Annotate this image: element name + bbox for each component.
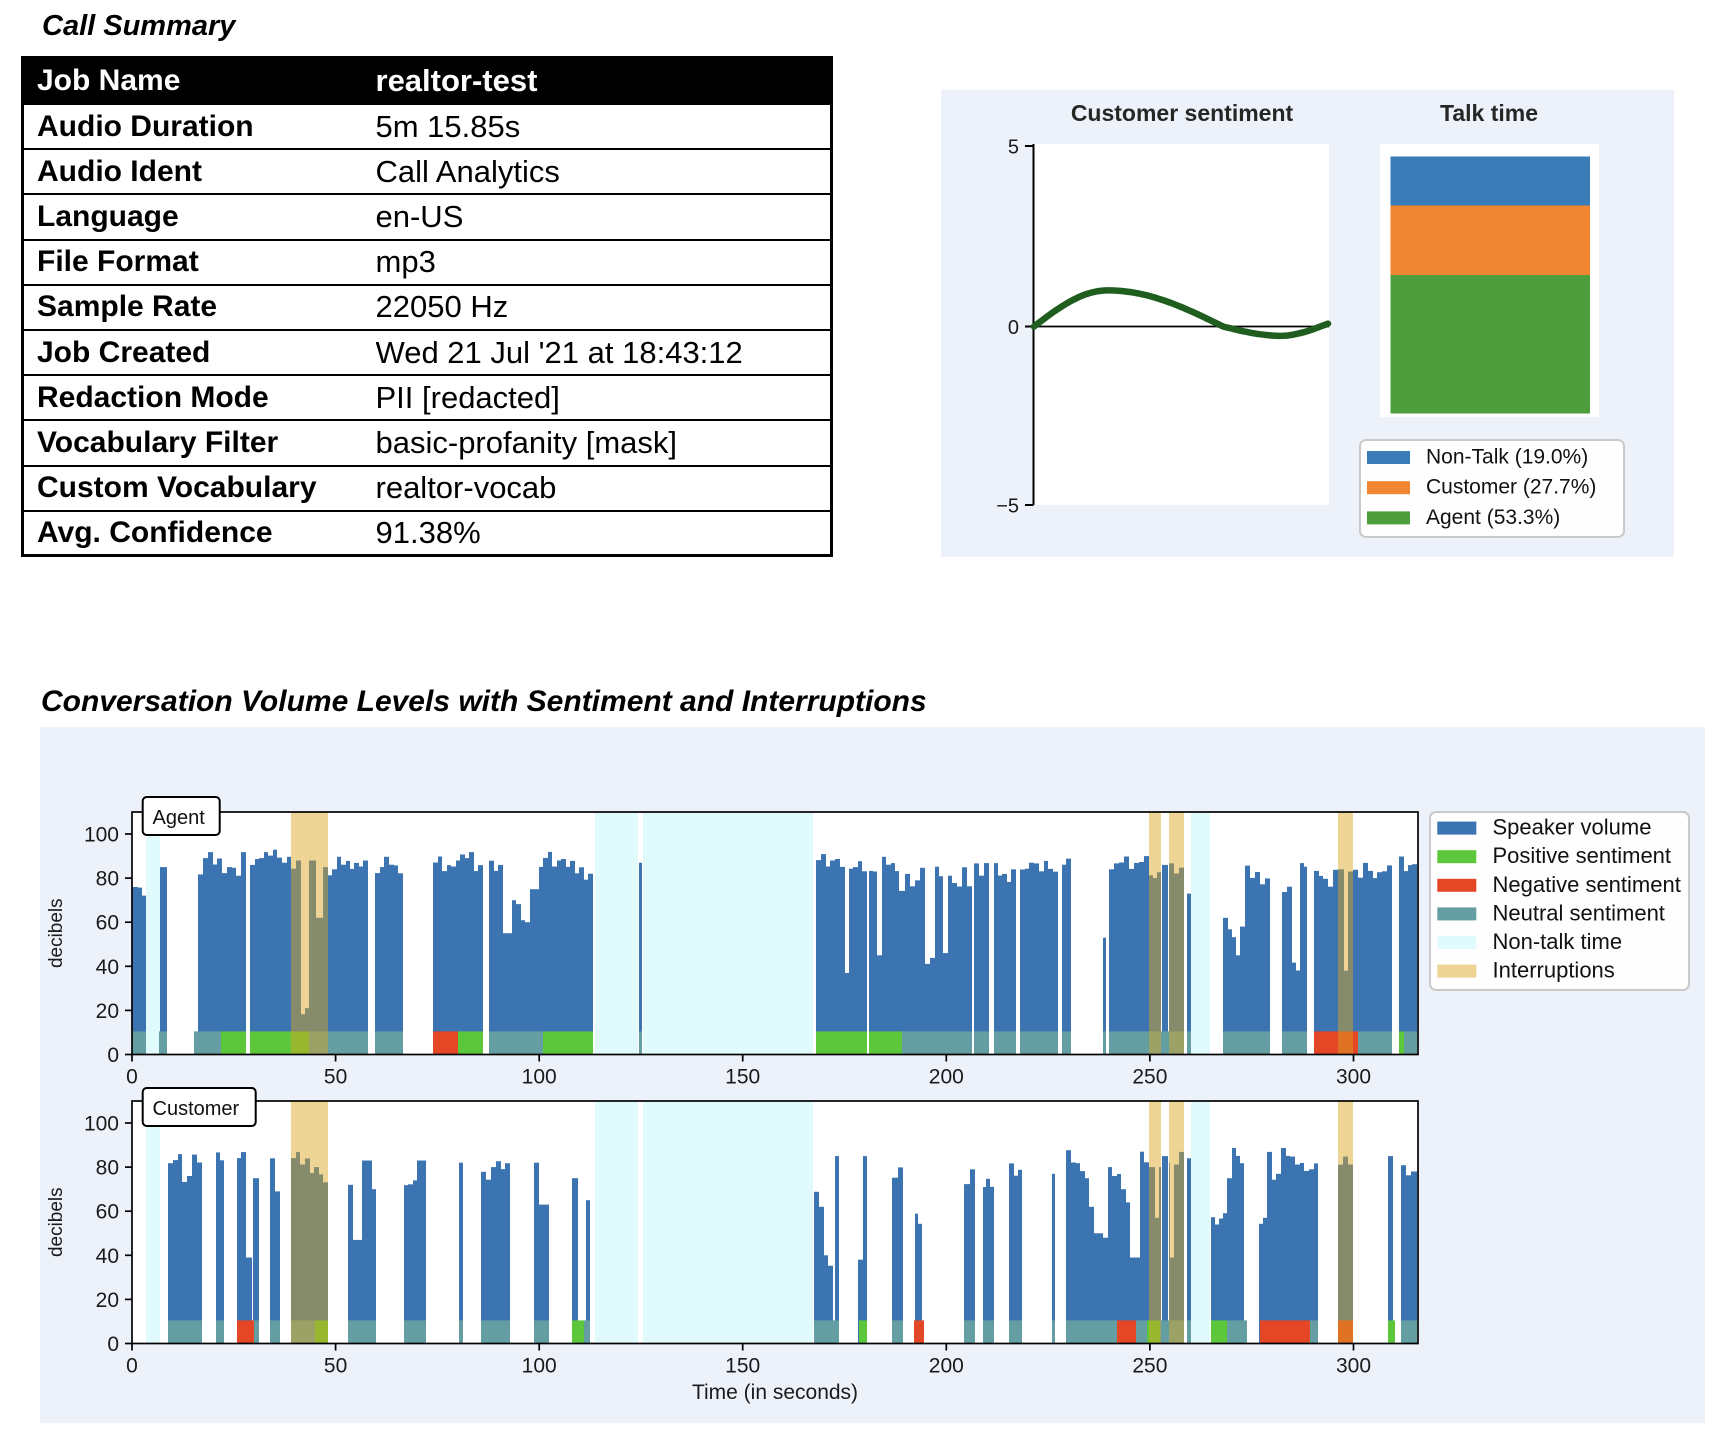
svg-text:0: 0 xyxy=(126,1066,138,1089)
svg-text:200: 200 xyxy=(929,1355,964,1378)
svg-text:Neutral sentiment: Neutral sentiment xyxy=(1493,900,1665,925)
svg-text:150: 150 xyxy=(725,1066,760,1089)
svg-text:0: 0 xyxy=(126,1355,138,1378)
svg-text:100: 100 xyxy=(522,1355,557,1378)
svg-text:60: 60 xyxy=(96,912,119,935)
svg-text:Positive sentiment: Positive sentiment xyxy=(1493,843,1672,868)
svg-text:40: 40 xyxy=(96,1245,119,1268)
svg-text:250: 250 xyxy=(1132,1066,1167,1089)
svg-text:Non-talk time: Non-talk time xyxy=(1493,929,1623,954)
svg-text:300: 300 xyxy=(1336,1066,1371,1089)
svg-text:0: 0 xyxy=(107,1333,119,1356)
svg-text:Non-Talk (19.0%): Non-Talk (19.0%) xyxy=(1426,446,1588,469)
svg-text:20: 20 xyxy=(96,1000,119,1023)
svg-text:decibels: decibels xyxy=(46,1187,67,1257)
svg-text:−5: −5 xyxy=(996,496,1019,518)
svg-text:Customer: Customer xyxy=(153,1098,240,1120)
svg-text:80: 80 xyxy=(96,1157,119,1180)
svg-text:200: 200 xyxy=(929,1066,964,1089)
svg-text:Customer sentiment: Customer sentiment xyxy=(1071,100,1294,126)
svg-text:80: 80 xyxy=(96,868,119,891)
svg-text:300: 300 xyxy=(1336,1355,1371,1378)
svg-text:Speaker volume: Speaker volume xyxy=(1493,815,1652,840)
svg-text:50: 50 xyxy=(324,1066,347,1089)
svg-text:5: 5 xyxy=(1008,137,1019,159)
svg-text:20: 20 xyxy=(96,1289,119,1312)
svg-text:150: 150 xyxy=(725,1355,760,1378)
svg-text:100: 100 xyxy=(84,1113,119,1136)
svg-text:0: 0 xyxy=(107,1044,119,1067)
svg-text:60: 60 xyxy=(96,1201,119,1224)
svg-text:100: 100 xyxy=(84,824,119,847)
svg-text:Talk time: Talk time xyxy=(1440,100,1538,126)
svg-text:Agent (53.3%): Agent (53.3%) xyxy=(1426,506,1560,529)
svg-text:Customer (27.7%): Customer (27.7%) xyxy=(1426,476,1596,499)
svg-text:Negative sentiment: Negative sentiment xyxy=(1493,872,1681,897)
svg-text:Agent: Agent xyxy=(153,807,206,829)
svg-text:0: 0 xyxy=(1008,317,1019,339)
svg-text:Time (in seconds): Time (in seconds) xyxy=(692,1381,858,1404)
svg-text:40: 40 xyxy=(96,956,119,979)
svg-text:decibels: decibels xyxy=(46,898,67,968)
svg-text:50: 50 xyxy=(324,1355,347,1378)
svg-text:100: 100 xyxy=(522,1066,557,1089)
svg-text:250: 250 xyxy=(1132,1355,1167,1378)
svg-text:Interruptions: Interruptions xyxy=(1493,958,1615,983)
